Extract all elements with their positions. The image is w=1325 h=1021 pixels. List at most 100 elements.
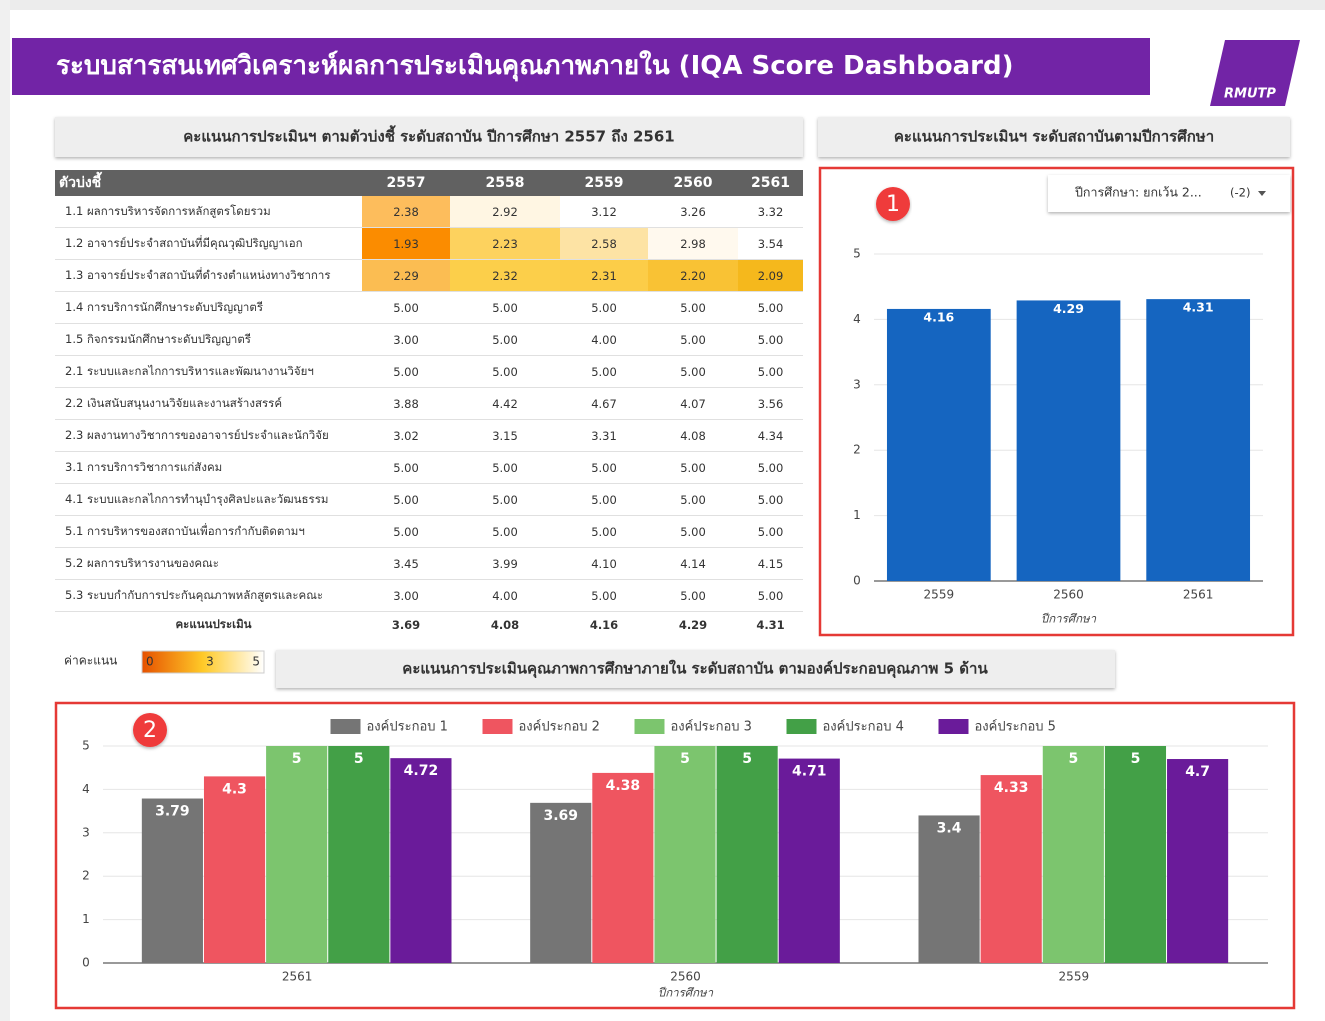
total-cell: 3.69 (391, 618, 421, 632)
y-tick-label: 0 (853, 574, 861, 588)
bar (592, 772, 654, 963)
filter-count[interactable]: (-2) (1230, 186, 1250, 200)
table-header: ตัวบ่งชี้ 2557 2558 2559 2560 2561 (55, 170, 803, 196)
table-row: 1.2 อาจารย์ประจำสถาบันที่มีคุณวุฒิปริญญา… (55, 227, 803, 260)
data-label: 5 (680, 751, 690, 767)
logo-text: RMUTP (1224, 87, 1276, 102)
row-label: 5.3 ระบบกำกับการประกันคุณภาพหลักสูตรและค… (55, 579, 362, 612)
cell: 3.15 (450, 419, 560, 452)
data-label: 4.33 (994, 780, 1029, 796)
cell: 5.00 (738, 451, 803, 484)
cell: 5.00 (738, 515, 803, 548)
x-tick-label: 2561 (282, 970, 313, 984)
cell: 2.31 (560, 259, 648, 292)
table-title: คะแนนการประเมินฯ ตามตัวบ่งชี้ ระดับสถาบั… (183, 125, 674, 146)
cell: 2.23 (450, 227, 560, 260)
data-label: 5 (1131, 751, 1141, 767)
total-cell: 4.31 (756, 618, 785, 632)
highlight-frame (818, 166, 1295, 637)
cell: 3.02 (362, 419, 450, 452)
cell: 3.26 (648, 196, 738, 228)
bar (1104, 746, 1167, 963)
row-label: 3.1 การบริการวิชาการแก่สังคม (55, 451, 362, 484)
cell: 5.00 (648, 579, 738, 612)
legend-swatch (786, 719, 817, 734)
scale-tick: 3 (206, 655, 214, 669)
cell: 5.00 (362, 451, 450, 484)
cell: 3.88 (362, 387, 450, 420)
filter-caret[interactable] (1258, 191, 1266, 196)
table-row: 5.3 ระบบกำกับการประกันคุณภาพหลักสูตรและค… (55, 579, 803, 612)
legend-label: องค์ประกอบ 5 (975, 719, 1056, 735)
scale-bar (141, 650, 265, 674)
filter-label[interactable]: ปีการศึกษา: ยกเว้น 2... (1075, 185, 1202, 200)
legend-swatch (330, 719, 361, 734)
cell: 5.00 (560, 483, 648, 516)
cell: 3.31 (560, 419, 648, 452)
table-row: 1.3 อาจารย์ประจำสถาบันที่ดำรงตำแหน่งทางว… (55, 259, 803, 292)
data-label: 4.71 (792, 764, 827, 780)
row-label: 2.2 เงินสนับสนุนงานวิจัยและงานสร้างสรรค์ (55, 387, 362, 420)
cell: 5.00 (450, 483, 560, 516)
data-label: 5 (354, 751, 364, 767)
data-label: 4.7 (1185, 764, 1210, 780)
total-label: คะแนนประเมิน (175, 617, 252, 631)
logo-shape (1210, 40, 1300, 106)
row-label: 4.1 ระบบและกลไกการทำนุบำรุงศิลปะและวัฒนธ… (55, 483, 362, 516)
cell: 2.20 (648, 259, 738, 292)
table-row: 2.3 ผลงานทางวิชาการของอาจารย์ประจำและนัก… (55, 419, 803, 452)
y-tick-label: 4 (853, 312, 861, 326)
bar (1042, 746, 1104, 963)
cell: 5.00 (450, 355, 560, 388)
table-row: 5.2 ผลการบริหารงานของคณะ 3.45 3.99 4.10 4.14… (55, 547, 803, 580)
legend-label: องค์ประกอบ 1 (367, 719, 448, 735)
bar (980, 775, 1042, 963)
cell: 5.00 (560, 291, 648, 324)
filter-control[interactable] (1048, 175, 1290, 212)
y-tick-label: 5 (853, 247, 861, 261)
annotation-number: 2 (143, 718, 157, 743)
bar (654, 746, 716, 963)
cell: 5.00 (648, 291, 738, 324)
cell: 2.32 (450, 259, 560, 292)
y-tick-label: 1 (853, 508, 861, 522)
data-label: 3.4 (937, 820, 962, 836)
table-row: 2.2 เงินสนับสนุนงานวิจัยและงานสร้างสรรค์… (55, 387, 803, 420)
cell: 4.42 (450, 387, 560, 420)
cell: 3.45 (362, 547, 450, 580)
cell: 5.00 (362, 355, 450, 388)
cell: 4.07 (648, 387, 738, 420)
cell: 5.00 (362, 515, 450, 548)
cell: 5.00 (560, 579, 648, 612)
cell: 5.00 (362, 291, 450, 324)
cell: 2.38 (362, 196, 450, 228)
total-row: คะแนนประเมิน 3.69 4.08 4.16 4.29 4.31 (55, 612, 803, 639)
cell: 5.00 (648, 483, 738, 516)
cell: 5.00 (738, 291, 803, 324)
cell: 5.00 (648, 515, 738, 548)
y-tick-label: 5 (82, 739, 90, 753)
bar (1146, 299, 1251, 581)
row-label: 5.2 ผลการบริหารงานของคณะ (55, 547, 362, 580)
y-tick-label: 3 (82, 825, 90, 839)
cell: 5.00 (738, 483, 803, 516)
row-label: 1.4 การบริการนักศึกษาระดับปริญญาตรี (55, 291, 362, 324)
table-row: 1.5 กิจกรรมนักศึกษาระดับปริญญาตรี 3.00 5.0… (55, 323, 803, 356)
row-label: 2.1 ระบบและกลไกการบริหารและพัฒนางานวิจัย… (55, 355, 362, 388)
cell: 3.54 (738, 227, 803, 260)
bar (141, 798, 203, 963)
cell: 5.00 (648, 451, 738, 484)
table-row: 4.1 ระบบและกลไกการทำนุบำรุงศิลปะและวัฒนธ… (55, 483, 803, 516)
annotation-number: 1 (886, 192, 900, 217)
column-header: ตัวบ่งชี้ (55, 170, 362, 196)
cell: 5.00 (450, 291, 560, 324)
scale-label: ค่าคะแนน (64, 654, 117, 668)
x-tick-label: 2560 (670, 970, 701, 984)
column-header: 2561 (738, 170, 803, 196)
header-title: ระบบสารสนเทศวิเคราะห์ผลการประเมินคุณภาพภ… (12, 38, 1150, 95)
annotation-badge (876, 187, 910, 221)
y-tick-label: 2 (853, 443, 861, 457)
y-tick-label: 1 (82, 912, 90, 926)
data-label: 4.16 (923, 309, 954, 324)
cell: 4.34 (738, 419, 803, 452)
